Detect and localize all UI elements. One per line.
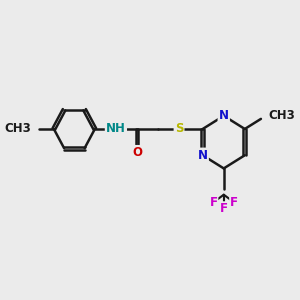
Text: N: N xyxy=(198,149,208,162)
Text: F: F xyxy=(220,202,228,215)
Text: O: O xyxy=(132,146,142,159)
Text: F: F xyxy=(210,196,218,208)
Text: NH: NH xyxy=(106,122,126,136)
Text: CH3: CH3 xyxy=(268,109,295,122)
Text: N: N xyxy=(219,109,229,122)
Text: F: F xyxy=(230,196,238,208)
Text: S: S xyxy=(175,122,183,136)
Text: CH3: CH3 xyxy=(4,122,31,136)
